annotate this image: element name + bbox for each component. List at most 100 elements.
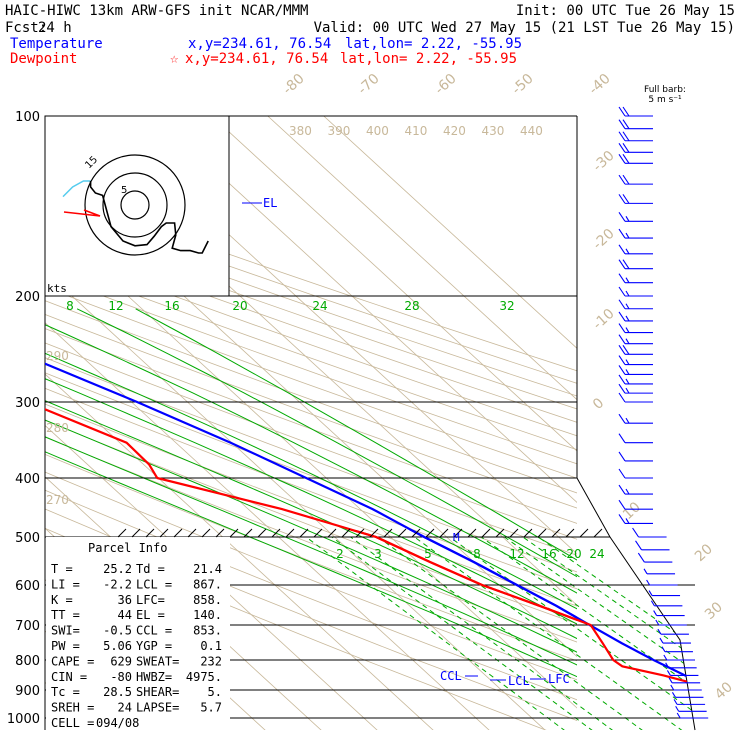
wind-barb-flag <box>618 334 626 344</box>
mixing-ratio-line <box>537 536 695 730</box>
wind-barb-half <box>625 359 630 365</box>
hatch-mark <box>313 528 323 538</box>
wind-barb-flag <box>618 345 626 355</box>
pressure-tick-label: 800 <box>15 654 40 669</box>
hatch-mark <box>173 528 183 538</box>
mixing-ratio-label: 3 <box>374 547 382 561</box>
hodograph-low-segment <box>63 209 101 217</box>
parcel-info-cell: EL = <box>136 608 165 622</box>
isotherm-line <box>211 116 577 452</box>
parcel-info-cell: Tc = <box>51 685 80 699</box>
wind-barb <box>618 106 653 117</box>
ccl-label: CCL <box>440 669 462 683</box>
wind-barb-half <box>625 518 630 524</box>
wind-barb <box>618 334 653 345</box>
parcel-info-cell: T = <box>51 562 73 576</box>
wind-barb-flag <box>637 552 645 563</box>
dry-adiabat-line <box>45 471 577 681</box>
isotherm-label: -40 <box>586 71 614 98</box>
wind-barb-half <box>653 610 658 616</box>
wind-barb <box>666 670 699 676</box>
dry-adiabat-line <box>45 453 577 662</box>
wind-barb-flag <box>622 194 630 204</box>
theta-label: 400 <box>366 124 389 138</box>
pressure-tick-label: 100 <box>15 110 40 125</box>
wind-barb-flag <box>618 383 626 394</box>
parcel-info-cell: 5. <box>208 685 222 699</box>
wind-barb <box>670 684 702 691</box>
theta-label: 420 <box>443 124 466 138</box>
parcel-info-cell: SHEAR= <box>136 685 179 699</box>
wind-barb-flag <box>618 286 626 297</box>
wind-barb <box>618 273 653 284</box>
wind-barb <box>618 194 653 204</box>
moist-adiabat-line <box>45 436 577 666</box>
parcel-info-cell: 44 <box>118 608 132 622</box>
wind-barb <box>632 527 667 538</box>
parcel-info-cell: TT = <box>51 608 80 622</box>
hatch-mark <box>271 528 281 538</box>
parcel-info-title: Parcel Info <box>88 541 167 555</box>
wind-barb <box>618 119 653 130</box>
wind-barb <box>618 142 653 153</box>
wind-barb-flag <box>632 527 640 538</box>
parcel-info-cell: 5.7 <box>200 701 222 715</box>
mixing-ratio-label: 16 <box>541 547 556 561</box>
parcel-info-cell: 21.4 <box>193 562 222 576</box>
dry-adiabat-line <box>45 235 577 423</box>
isotherm-label: -60 <box>432 71 460 98</box>
hatch-mark <box>495 528 505 538</box>
dewpoint-xy: x,y=234.61, 76.54 <box>185 51 328 67</box>
hatch-mark <box>593 528 603 538</box>
wind-barb <box>618 259 653 270</box>
hodograph-ring <box>120 190 150 220</box>
wind-barb-flag <box>618 433 626 444</box>
wind-barb-flag <box>618 413 626 424</box>
wind-barb <box>657 628 689 635</box>
wind-barb-flag <box>618 142 626 153</box>
isotherm-line <box>155 116 577 504</box>
wind-barb-half <box>625 315 630 322</box>
hatch-mark <box>117 528 127 538</box>
wind-barb-flag <box>618 154 626 164</box>
wind-barb-half <box>655 619 660 626</box>
wind-barb <box>661 646 693 653</box>
moist-adiabat-line <box>45 400 577 640</box>
isotherm-line <box>0 116 42 731</box>
theta-label: 440 <box>520 124 543 138</box>
isotherm-line <box>267 116 577 401</box>
hatch-mark <box>467 528 477 538</box>
moist-adiabat-label: 16 <box>164 299 179 313</box>
parcel-info-cell: 4975. <box>186 670 222 684</box>
parcel-info-cell: SWEAT= <box>136 654 179 668</box>
wind-barb-half <box>668 677 673 684</box>
wind-barb-flag <box>618 174 626 185</box>
parcel-info-cell: 0.1 <box>200 639 222 653</box>
wind-barb <box>663 654 695 661</box>
parcel-info-cell: LCL = <box>136 577 172 591</box>
dry-adiabat-line <box>45 260 577 451</box>
wind-barb <box>618 174 653 185</box>
dry-adiabat-line <box>45 489 577 701</box>
parcel-info-cell: CIN = <box>51 670 87 684</box>
parcel-info-cell: 867. <box>193 577 222 591</box>
wind-barb-flag <box>618 299 626 310</box>
temperature-legend: Temperature <box>10 36 103 52</box>
wind-barb <box>618 514 653 524</box>
mixing-ratio-line <box>480 536 695 730</box>
moist-adiabat-label: 28 <box>404 299 419 313</box>
hatch-mark <box>285 528 295 538</box>
theta-label: 290 <box>46 349 69 363</box>
wind-barb-half <box>625 303 630 310</box>
m-label: M <box>453 531 460 544</box>
wind-barb <box>618 451 653 462</box>
isotherm-label: -70 <box>355 71 383 98</box>
hatch-mark <box>453 528 463 538</box>
isotherm-label: 20 <box>692 541 716 565</box>
theta-label: 430 <box>482 124 505 138</box>
wind-barb <box>618 323 653 334</box>
hatch-mark <box>425 528 435 538</box>
wind-barb-half <box>625 277 630 283</box>
dry-adiabat-line <box>45 273 577 465</box>
